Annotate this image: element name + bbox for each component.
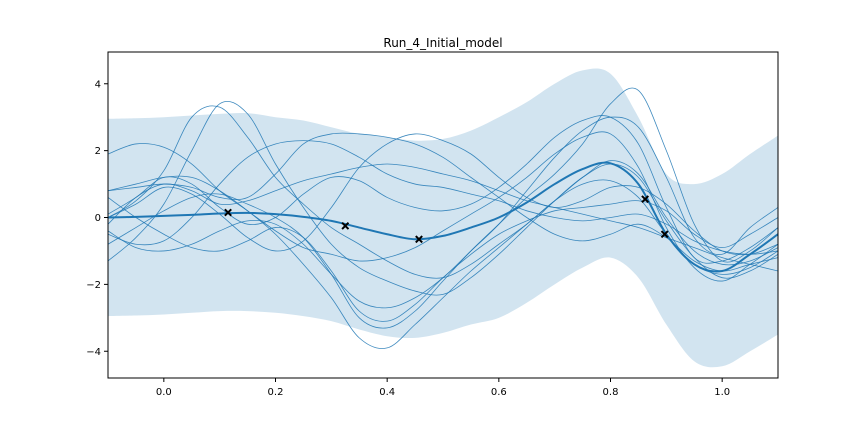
x-tick-label: 0.8 xyxy=(603,387,619,398)
posterior-sample-line-1 xyxy=(107,115,779,264)
plot-frame xyxy=(107,51,779,379)
y-tick-label: 4 xyxy=(95,79,101,90)
x-axis-ticks: 0.0 0.2 0.4 0.6 0.8 1.0 xyxy=(156,378,730,398)
observation-marker-4 xyxy=(641,195,650,204)
x-tick-label: 0.2 xyxy=(268,387,284,398)
posterior-sample-line-5 xyxy=(107,160,779,349)
mean-line-layer xyxy=(107,161,779,273)
posterior-sample-line-4 xyxy=(107,101,779,296)
observations-layer xyxy=(224,195,669,244)
y-axis-ticks: −4 −2 0 2 4 xyxy=(86,79,108,358)
posterior-sample-line-6 xyxy=(107,87,779,329)
posterior-samples-layer xyxy=(107,87,779,349)
posterior-sample-line-9 xyxy=(107,132,779,272)
x-tick-label: 1.0 xyxy=(714,387,730,398)
uncertainty-band-layer xyxy=(108,68,778,368)
mean-line xyxy=(107,161,779,273)
observation-marker-5 xyxy=(660,230,669,239)
x-tick-label: 0.0 xyxy=(156,387,172,398)
y-tick-label: −2 xyxy=(86,280,101,291)
chart-title: Run_4_Initial_model xyxy=(383,36,502,50)
y-tick-label: 0 xyxy=(95,213,101,224)
observation-marker-2 xyxy=(341,221,350,230)
uncertainty-band xyxy=(108,68,778,368)
posterior-sample-line-12 xyxy=(107,140,779,255)
observation-marker-3 xyxy=(415,235,423,244)
observation-marker-1 xyxy=(224,208,232,217)
x-tick-label: 0.6 xyxy=(491,387,507,398)
y-tick-label: −4 xyxy=(86,347,101,358)
y-tick-label: 2 xyxy=(95,146,101,157)
x-tick-label: 0.4 xyxy=(379,387,395,398)
posterior-sample-line-11 xyxy=(107,197,779,322)
